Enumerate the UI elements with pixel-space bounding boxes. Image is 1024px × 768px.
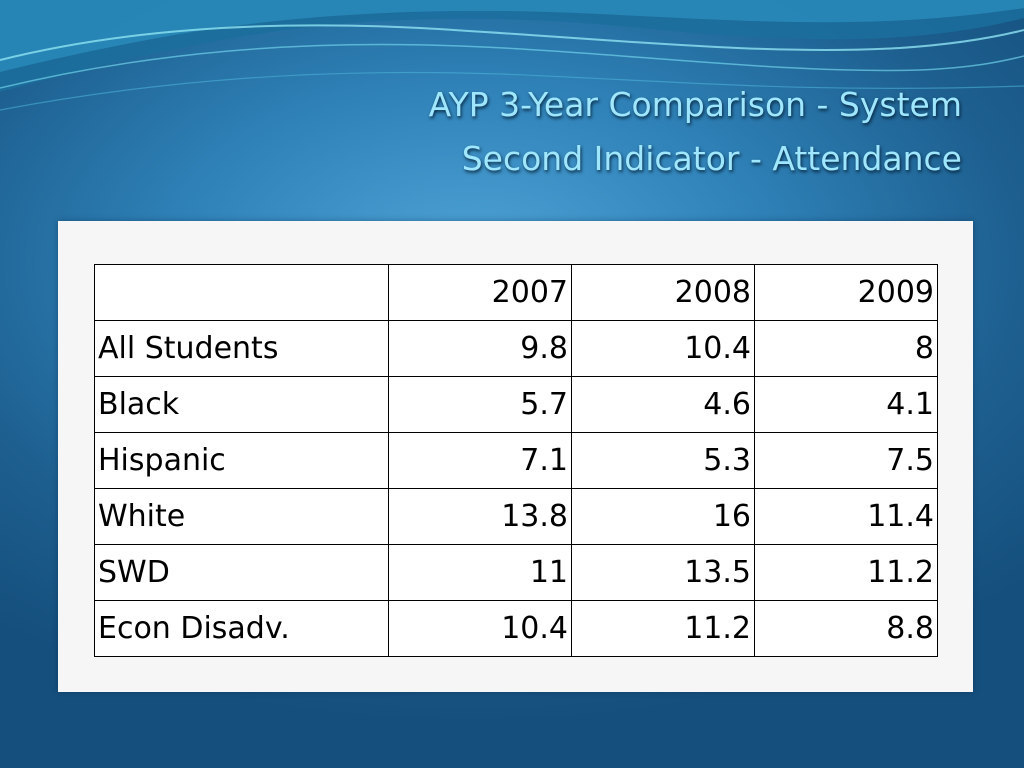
decorative-waves — [0, 0, 1024, 111]
table-cell: 13.5 — [571, 544, 755, 601]
table-row: All Students 9.8 10.4 8 — [94, 320, 938, 377]
row-label: White — [94, 488, 389, 545]
table-header-row: 2007 2008 2009 — [94, 264, 938, 321]
table-cell: 13.8 — [388, 488, 572, 545]
table-row: Hispanic 7.1 5.3 7.5 — [94, 432, 938, 489]
table-cell: 4.1 — [754, 376, 938, 433]
row-label: SWD — [94, 544, 389, 601]
table-cell: 4.6 — [571, 376, 755, 433]
row-label: Econ Disadv. — [94, 600, 389, 657]
header-cell-empty — [94, 264, 389, 321]
table-panel: 2007 2008 2009 All Students 9.8 10.4 8 B… — [58, 221, 973, 692]
row-label: Black — [94, 376, 389, 433]
table-cell: 11 — [388, 544, 572, 601]
table-cell: 7.1 — [388, 432, 572, 489]
table-cell: 5.7 — [388, 376, 572, 433]
table-cell: 7.5 — [754, 432, 938, 489]
table-cell: 11.4 — [754, 488, 938, 545]
table-cell: 5.3 — [571, 432, 755, 489]
slide-title-line-2: Second Indicator - Attendance — [461, 139, 962, 178]
row-label: All Students — [94, 320, 389, 377]
table-row: SWD 11 13.5 11.2 — [94, 544, 938, 601]
header-cell-year: 2007 — [388, 264, 572, 321]
table-row: Econ Disadv. 10.4 11.2 8.8 — [94, 600, 938, 657]
slide-title-line-1: AYP 3-Year Comparison - System — [428, 85, 962, 124]
header-cell-year: 2008 — [571, 264, 755, 321]
table-row: Black 5.7 4.6 4.1 — [94, 376, 938, 433]
header-cell-year: 2009 — [754, 264, 938, 321]
row-label: Hispanic — [94, 432, 389, 489]
table-cell: 16 — [571, 488, 755, 545]
slide-title: AYP 3-Year Comparison - System Second In… — [429, 78, 962, 186]
table-row: White 13.8 16 11.4 — [94, 488, 938, 545]
table-cell: 11.2 — [571, 600, 755, 657]
table-cell: 8 — [754, 320, 938, 377]
table-cell: 8.8 — [754, 600, 938, 657]
attendance-table: 2007 2008 2009 All Students 9.8 10.4 8 B… — [94, 264, 938, 657]
table-cell: 9.8 — [388, 320, 572, 377]
table-cell: 10.4 — [571, 320, 755, 377]
table-cell: 10.4 — [388, 600, 572, 657]
table-cell: 11.2 — [754, 544, 938, 601]
